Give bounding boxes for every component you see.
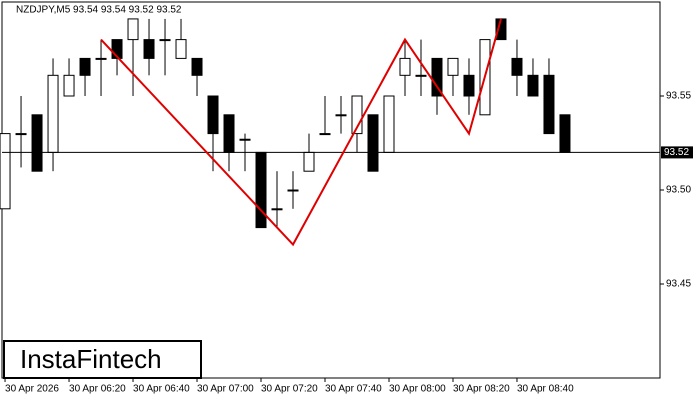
last-price-box: [661, 146, 693, 159]
x-tick-label: 30 Apr 2026: [5, 384, 59, 395]
candle-body: [191, 57, 203, 76]
candle-body: [63, 74, 75, 97]
candle-body: [31, 114, 43, 172]
y-tick-label: 93.55: [666, 91, 691, 102]
candle-body: [367, 114, 379, 172]
watermark: InstaFintech: [20, 344, 162, 374]
candle-body: [95, 57, 107, 60]
candle-body: [559, 114, 571, 153]
x-tick-label: 30 Apr 08:20: [453, 384, 510, 395]
candle-body: [399, 57, 411, 76]
x-tick-label: 30 Apr 08:40: [517, 384, 574, 395]
candle-body: [159, 39, 171, 42]
candle-body: [47, 74, 59, 153]
x-tick-label: 30 Apr 06:40: [133, 384, 190, 395]
candle-body: [431, 57, 443, 97]
candle-body: [79, 57, 91, 76]
candle-body: [175, 39, 187, 59]
y-tick-label: 93.50: [666, 185, 691, 196]
candle-body: [15, 133, 27, 136]
x-tick-label: 30 Apr 07:00: [197, 384, 254, 395]
candle-body: [271, 208, 283, 211]
chart-title: NZDJPY,M5 93.54 93.54 93.52 93.52: [16, 5, 182, 16]
candle-body: [447, 57, 459, 76]
candle-body: [287, 189, 299, 192]
candle-body: [143, 39, 155, 59]
candle-body: [319, 133, 331, 136]
candle-body: [543, 74, 555, 135]
candle-body: [511, 57, 523, 76]
candle-body: [239, 138, 251, 141]
y-tick-label: 93.45: [666, 279, 691, 290]
candle-body: [415, 74, 427, 77]
candle-body: [463, 74, 475, 97]
candle-body: [527, 74, 539, 97]
candle-body: [111, 39, 123, 59]
pattern-line: [100, 18, 502, 247]
x-tick-label: 30 Apr 06:20: [69, 384, 126, 395]
candle-body: [207, 95, 219, 135]
watermark-box: [3, 340, 202, 379]
candle-body: [303, 151, 315, 172]
candle-body: [255, 151, 267, 229]
candle-body: [127, 18, 139, 41]
candle-body: [335, 114, 347, 117]
x-tick-label: 30 Apr 07:40: [325, 384, 382, 395]
candle-body: [383, 95, 395, 153]
candle-body: [223, 114, 235, 153]
last-price-label: 93.52: [664, 147, 689, 158]
x-tick-label: 30 Apr 07:20: [261, 384, 318, 395]
candle-body: [0, 133, 11, 210]
x-tick-label: 30 Apr 08:00: [389, 384, 446, 395]
candle-body: [351, 95, 363, 135]
